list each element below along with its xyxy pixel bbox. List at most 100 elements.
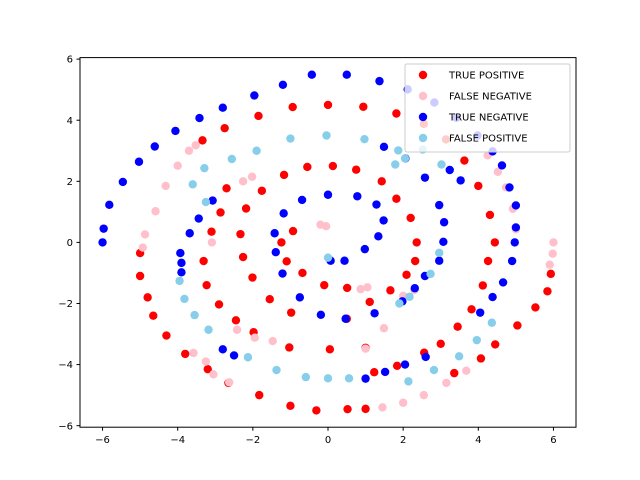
point-true-positive-10	[238, 252, 248, 262]
point-false-negative-17	[161, 181, 170, 191]
point-false-negative-6	[379, 324, 389, 333]
point-false-positive-18	[301, 372, 311, 382]
point-true-positive-0	[288, 226, 298, 236]
point-false-positive-28	[429, 365, 439, 375]
point-false-positive-29	[404, 377, 413, 386]
point-true-positive-31	[214, 300, 224, 309]
point-true-negative-13	[295, 293, 305, 302]
point-false-negative-23	[209, 370, 218, 379]
point-false-positive-19	[323, 374, 333, 383]
point-false-negative-16	[173, 161, 182, 170]
point-true-negative-29	[208, 196, 217, 205]
point-true-negative-42	[99, 224, 108, 233]
point-false-positive-15	[204, 325, 213, 334]
point-true-positive-1	[277, 238, 286, 247]
legend-label-true-positive: TRUE POSITIVE	[448, 71, 524, 82]
point-false-negative-25	[378, 403, 387, 412]
point-false-negative-2	[356, 284, 365, 294]
point-true-positive-73	[491, 340, 500, 349]
point-true-negative-30	[194, 214, 203, 223]
point-true-negative-61	[505, 183, 514, 192]
point-false-negative-21	[201, 357, 211, 366]
point-true-positive-56	[392, 361, 402, 370]
point-true-negative-16	[370, 309, 379, 318]
point-false-positive-30	[188, 180, 197, 189]
point-true-positive-32	[202, 280, 211, 290]
point-false-positive-2	[400, 154, 410, 163]
point-false-negative-5	[247, 172, 257, 181]
point-true-negative-68	[475, 308, 485, 317]
y-tick-label-2: −2	[58, 299, 73, 310]
point-false-positive-5	[252, 146, 261, 155]
point-true-positive-60	[143, 293, 152, 302]
legend-frame	[404, 63, 571, 153]
point-true-negative-27	[456, 176, 465, 185]
point-true-positive-42	[359, 102, 368, 111]
point-true-negative-43	[105, 200, 114, 210]
point-false-negative-27	[419, 390, 429, 400]
legend-marker-true-positive	[418, 70, 428, 80]
x-tick-label-5: 4	[475, 435, 481, 446]
point-false-negative-14	[184, 146, 194, 155]
point-false-negative-35	[549, 238, 558, 247]
legend-label-false-negative: FALSE NEGATIVE	[449, 92, 532, 103]
x-tick-label-1: −4	[170, 435, 185, 446]
y-tick-label-5: 4	[67, 116, 73, 127]
point-true-negative-15	[341, 314, 350, 323]
legend: TRUE POSITIVE FALSE NEGATIVE TRUE NEGATIVE…	[404, 63, 571, 153]
point-true-negative-18	[410, 284, 419, 293]
point-true-positive-49	[490, 238, 500, 247]
point-true-negative-46	[150, 142, 159, 151]
point-true-positive-46	[460, 156, 469, 165]
legend-label-false-positive: FALSE POSITIVE	[449, 134, 528, 145]
point-true-positive-51	[478, 281, 488, 290]
point-true-negative-49	[218, 103, 227, 112]
point-true-negative-54	[375, 76, 384, 86]
point-false-positive-17	[272, 365, 281, 375]
point-false-positive-6	[286, 134, 295, 143]
x-tick-label-3: 0	[325, 435, 331, 446]
point-true-positive-36	[222, 184, 231, 193]
point-true-positive-35	[216, 208, 225, 217]
point-true-positive-2	[282, 257, 291, 266]
x-tick-label-4: 2	[400, 435, 406, 446]
point-true-negative-7	[323, 190, 333, 199]
point-true-negative-67	[488, 292, 497, 302]
point-true-negative-23	[435, 200, 444, 210]
legend-marker-false-negative	[418, 91, 428, 101]
point-false-positive-22	[405, 292, 414, 301]
point-true-positive-70	[361, 404, 370, 414]
y-tick-label-6: 6	[67, 55, 73, 66]
point-false-positive-11	[437, 160, 446, 169]
point-false-negative-11	[268, 336, 277, 346]
point-true-negative-65	[507, 256, 517, 266]
point-true-positive-63	[181, 349, 190, 359]
point-false-negative-8	[207, 238, 217, 247]
point-true-positive-17	[351, 165, 361, 174]
point-true-negative-21	[439, 237, 448, 246]
point-false-positive-25	[487, 318, 497, 327]
point-true-positive-41	[323, 100, 333, 110]
point-true-positive-7	[286, 308, 296, 317]
point-false-positive-12	[175, 276, 184, 286]
point-true-negative-33	[177, 258, 186, 268]
point-true-negative-2	[360, 244, 370, 254]
point-false-negative-3	[363, 283, 372, 292]
y-tick-label-0: −6	[58, 421, 73, 432]
point-true-negative-32	[176, 248, 185, 258]
point-true-positive-67	[286, 401, 295, 411]
point-true-positive-69	[343, 404, 352, 414]
point-false-positive-3	[227, 154, 237, 164]
point-true-positive-66	[255, 390, 264, 400]
point-true-positive-52	[467, 305, 476, 314]
point-true-positive-25	[365, 297, 374, 307]
point-false-negative-19	[140, 230, 150, 239]
point-false-positive-8	[360, 134, 369, 144]
point-false-positive-23	[426, 269, 435, 279]
point-true-negative-9	[279, 209, 288, 218]
legend-marker-true-negative	[418, 112, 428, 122]
point-true-negative-6	[353, 192, 362, 201]
point-true-positive-62	[162, 331, 171, 340]
point-true-negative-63	[511, 223, 521, 232]
point-false-negative-18	[151, 207, 160, 216]
